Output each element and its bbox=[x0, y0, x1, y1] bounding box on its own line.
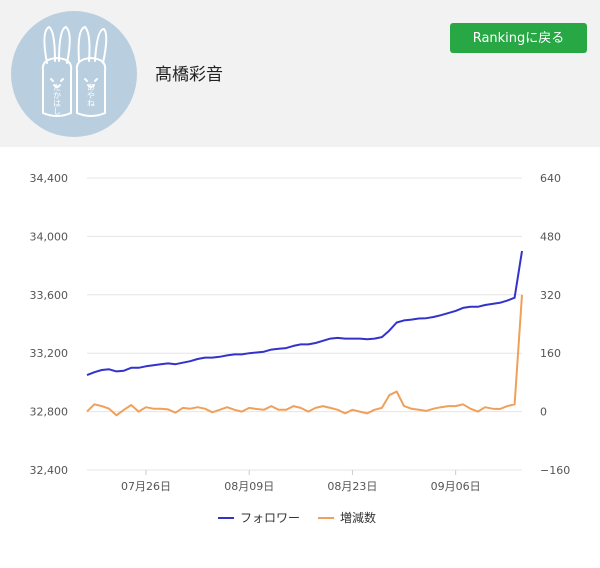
avatar-text-left: たかはし bbox=[53, 83, 62, 115]
avatar-text-right: あやね bbox=[87, 83, 96, 107]
legend-change-label[interactable]: 増減数 bbox=[340, 510, 376, 525]
y-left-tick-label: 34,000 bbox=[30, 230, 69, 243]
legend-followers-label[interactable]: フォロワー bbox=[240, 511, 300, 525]
y-left-tick-label: 32,400 bbox=[30, 464, 69, 477]
profile-name: 髙橋彩音 bbox=[155, 65, 223, 85]
back-to-ranking-button[interactable]: Rankingに戻る bbox=[450, 23, 587, 53]
x-tick-label: 09月06日 bbox=[431, 480, 481, 493]
series-line-followers bbox=[86, 250, 523, 377]
x-tick-label: 08月09日 bbox=[224, 480, 274, 493]
y-right-tick-label: 480 bbox=[540, 230, 561, 243]
x-tick-label: 08月23日 bbox=[327, 480, 377, 493]
follower-chart: 34,400 640 34,000 480 33,600 320 33,200 160 32,8… bbox=[0, 148, 600, 568]
y-left-tick-label: 33,200 bbox=[30, 347, 69, 360]
x-tick-label: 07月26日 bbox=[121, 480, 171, 493]
y-right-tick-label: 640 bbox=[540, 172, 561, 185]
y-right-tick-label: 320 bbox=[540, 289, 561, 302]
rabbit-illustration: たかはし あやね bbox=[41, 25, 108, 117]
y-right-tick-label: 160 bbox=[540, 347, 561, 360]
chart-svg: 34,400 640 34,000 480 33,600 320 33,200 160 32,8… bbox=[30, 172, 571, 525]
y-left-tick-label: 34,400 bbox=[30, 172, 69, 185]
avatar[interactable]: たかはし あやね bbox=[11, 11, 137, 137]
profile-header: たかはし あやね 髙橋彩音 Rankingに戻る bbox=[0, 0, 600, 147]
y-right-tick-label: 0 bbox=[540, 406, 547, 419]
y-right-tick-label: −160 bbox=[540, 464, 570, 477]
series-line-change bbox=[86, 294, 523, 417]
y-left-tick-label: 32,800 bbox=[30, 406, 69, 419]
y-left-tick-label: 33,600 bbox=[30, 289, 69, 302]
